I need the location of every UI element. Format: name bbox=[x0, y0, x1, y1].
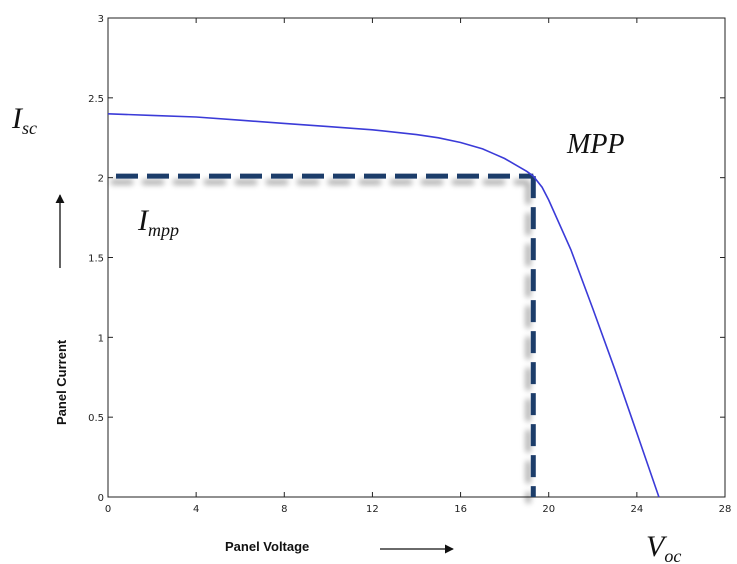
y-axis-ticks: 0 0.5 1 1.5 2 2.5 3 bbox=[88, 14, 725, 504]
x-tick-label: 4 bbox=[193, 504, 199, 515]
mpp-guide-lines bbox=[116, 173, 536, 497]
series-line bbox=[107, 113, 660, 498]
x-tick-label: 12 bbox=[366, 504, 379, 515]
isc-annotation: Isc bbox=[11, 102, 37, 138]
x-tick-label: 16 bbox=[454, 504, 467, 515]
y-tick-label: 1 bbox=[98, 333, 104, 344]
x-tick-label: 0 bbox=[105, 504, 111, 515]
y-axis-label: Panel Current bbox=[54, 339, 69, 425]
y-tick-label: 3 bbox=[98, 14, 104, 25]
plot-frame bbox=[107, 17, 726, 498]
x-tick-label: 28 bbox=[719, 504, 732, 515]
mpp-label: MPP bbox=[566, 129, 625, 160]
x-tick-label: 8 bbox=[281, 504, 287, 515]
y-tick-label: 0 bbox=[98, 493, 104, 504]
voc-annotation: Voc bbox=[646, 530, 681, 564]
x-axis-ticks: 0 4 8 12 16 20 24 28 bbox=[105, 18, 732, 515]
x-tick-label: 20 bbox=[542, 504, 555, 515]
x-tick-label: 24 bbox=[630, 504, 643, 515]
x-axis-label: Panel Voltage bbox=[225, 539, 309, 554]
y-tick-label: 2.5 bbox=[88, 94, 104, 105]
y-tick-label: 1.5 bbox=[88, 254, 104, 265]
impp-annotation: Impp bbox=[137, 204, 179, 240]
y-tick-label: 0.5 bbox=[88, 413, 104, 424]
y-tick-label: 2 bbox=[98, 174, 104, 185]
